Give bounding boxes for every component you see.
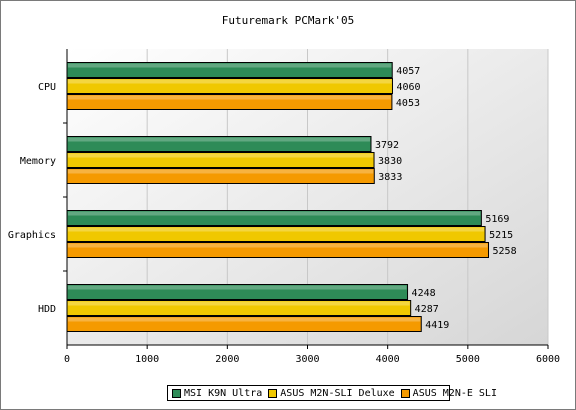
bar [66, 152, 375, 168]
bar [66, 168, 375, 184]
x-tick-label: 3000 [295, 354, 319, 365]
data-label: 5215 [489, 230, 513, 241]
chart-title: Futuremark PCMark'05 [221, 14, 355, 27]
bar-highlight [68, 285, 407, 290]
legend-item-2: ASUS M2N-SLI Deluxe [268, 387, 395, 399]
data-label: 4419 [425, 320, 449, 331]
x-tick-label: 6000 [536, 354, 560, 365]
legend-label-3: ASUS M2N-E SLI [412, 387, 497, 399]
bar-highlight [68, 79, 392, 84]
bar [66, 78, 393, 94]
x-tick-label: 0 [64, 354, 70, 365]
x-tick-label: 2000 [215, 354, 239, 365]
data-label: 4057 [396, 66, 420, 77]
bar [66, 284, 409, 300]
bar-highlight [68, 137, 370, 142]
data-label: 4060 [396, 82, 420, 93]
y-tick-label: CPU [38, 82, 56, 93]
data-label: 4287 [415, 304, 439, 315]
bar [66, 94, 393, 110]
bar [66, 300, 412, 316]
legend-swatch-3 [400, 388, 410, 398]
bar [66, 136, 372, 152]
bar [66, 62, 393, 78]
legend-swatch-2 [268, 388, 278, 398]
y-tick-label: Memory [20, 156, 56, 167]
bar [66, 242, 490, 258]
bar [66, 210, 482, 226]
bar-highlight [68, 153, 374, 158]
x-tick-label: 5000 [456, 354, 480, 365]
x-tick-label: 1000 [135, 354, 159, 365]
y-tick-label: Graphics [8, 230, 56, 241]
data-label: 5258 [493, 246, 517, 257]
legend-label-2: ASUS M2N-SLI Deluxe [280, 387, 395, 399]
bar-highlight [68, 95, 391, 100]
bar [66, 316, 422, 332]
bar-highlight [68, 243, 488, 248]
data-label: 5169 [485, 214, 509, 225]
data-label: 3833 [378, 172, 402, 183]
data-label: 3792 [375, 140, 399, 151]
data-label: 3830 [378, 156, 402, 167]
legend-item-3: ASUS M2N-E SLI [400, 387, 497, 399]
chart-legend: MSI K9N Ultra ASUS M2N-SLI Deluxe ASUS M… [167, 385, 497, 401]
bar-highlight [68, 301, 410, 306]
bar [66, 226, 486, 242]
bar-highlight [68, 63, 392, 68]
y-tick-label: HDD [38, 304, 56, 315]
data-label: 4053 [396, 98, 420, 109]
x-tick-label: 4000 [376, 354, 400, 365]
bar-highlight [68, 169, 374, 174]
data-label: 4248 [412, 288, 436, 299]
bar-highlight [68, 227, 485, 232]
legend-swatch-1 [172, 388, 181, 398]
bar-highlight [68, 317, 421, 322]
legend-item-1: MSI K9N Ultra [172, 388, 262, 399]
legend-label-1: MSI K9N Ultra [184, 387, 263, 399]
bar-highlight [68, 211, 481, 216]
